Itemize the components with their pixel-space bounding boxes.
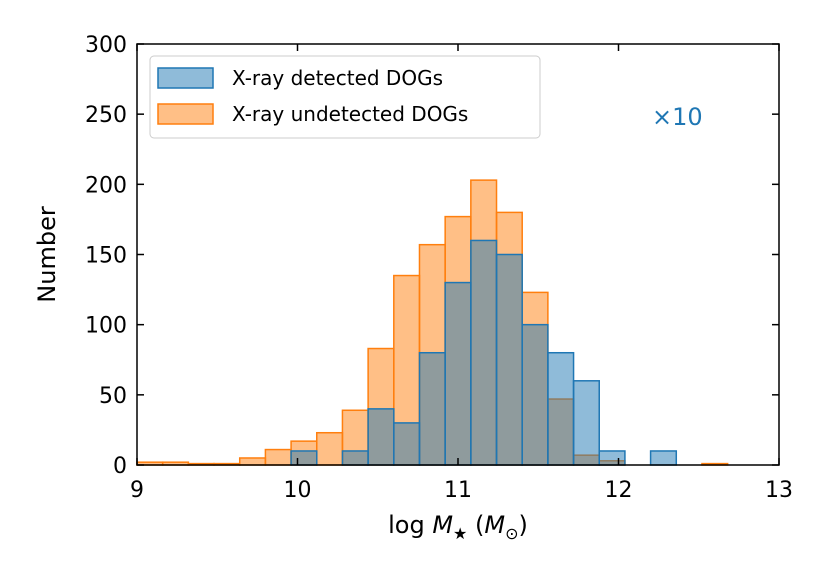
x-tick-label: 13 <box>765 478 793 503</box>
y-tick-label: 200 <box>85 173 127 198</box>
detected-bar-6 <box>470 239 498 466</box>
y-tick-label: 150 <box>85 244 127 269</box>
detected-bar-9 <box>547 351 575 466</box>
legend-box <box>149 55 541 139</box>
detected-bar-0 <box>290 450 318 466</box>
detected-bar-5 <box>444 281 472 466</box>
y-axis-title: Number <box>33 206 61 303</box>
y-tick-label: 50 <box>99 384 127 409</box>
detected-bar-11 <box>598 450 626 466</box>
undetected-bar-4 <box>238 457 267 466</box>
detected-bar-2 <box>367 408 395 466</box>
x-tick-label: 12 <box>605 478 633 503</box>
legend-label-undetected: X-ray undetected DOGs <box>232 102 468 126</box>
detected-bar-3 <box>393 422 421 466</box>
x-axis-title: log M★ (M⊙) <box>388 511 528 543</box>
legend-swatch-detected <box>157 67 214 89</box>
x-axis: 9 10 11 12 13 <box>130 44 793 503</box>
detected-bar-7 <box>495 253 523 466</box>
y-axis: 0 50 100 150 200 250 300 <box>85 33 779 479</box>
legend: X-ray detected DOGs X-ray undetected DOG… <box>149 55 541 139</box>
detected-bar-1 <box>341 450 369 466</box>
legend-label-detected: X-ray detected DOGs <box>232 66 443 90</box>
detected-bar-10 <box>572 380 600 466</box>
x-tick-label: 9 <box>130 478 144 503</box>
y-tick-label: 0 <box>113 454 127 479</box>
detected-bar-4 <box>418 351 446 466</box>
scale-annotation: ×10 <box>652 103 703 131</box>
undetected-bar-7 <box>316 431 344 466</box>
undetected-bar-5 <box>264 448 292 466</box>
detected-bar-8 <box>521 323 549 466</box>
x-tick-label: 10 <box>284 478 312 503</box>
legend-swatch-undetected <box>157 103 214 125</box>
detected-bar-12 <box>649 450 678 466</box>
y-tick-label: 100 <box>85 314 127 339</box>
x-tick-label: 11 <box>444 478 472 503</box>
y-tick-label: 300 <box>85 33 127 58</box>
y-tick-label: 250 <box>85 103 127 128</box>
